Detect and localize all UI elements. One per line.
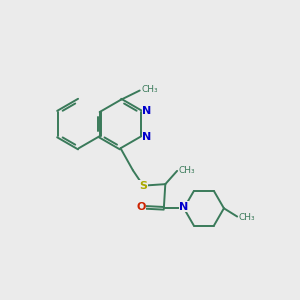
Text: N: N (179, 202, 188, 212)
Text: N: N (142, 132, 152, 142)
Text: CH₃: CH₃ (142, 85, 158, 94)
Text: N: N (142, 106, 152, 116)
Text: O: O (136, 202, 146, 212)
Text: CH₃: CH₃ (239, 213, 256, 222)
Text: S: S (139, 181, 147, 190)
Text: CH₃: CH₃ (179, 166, 196, 175)
